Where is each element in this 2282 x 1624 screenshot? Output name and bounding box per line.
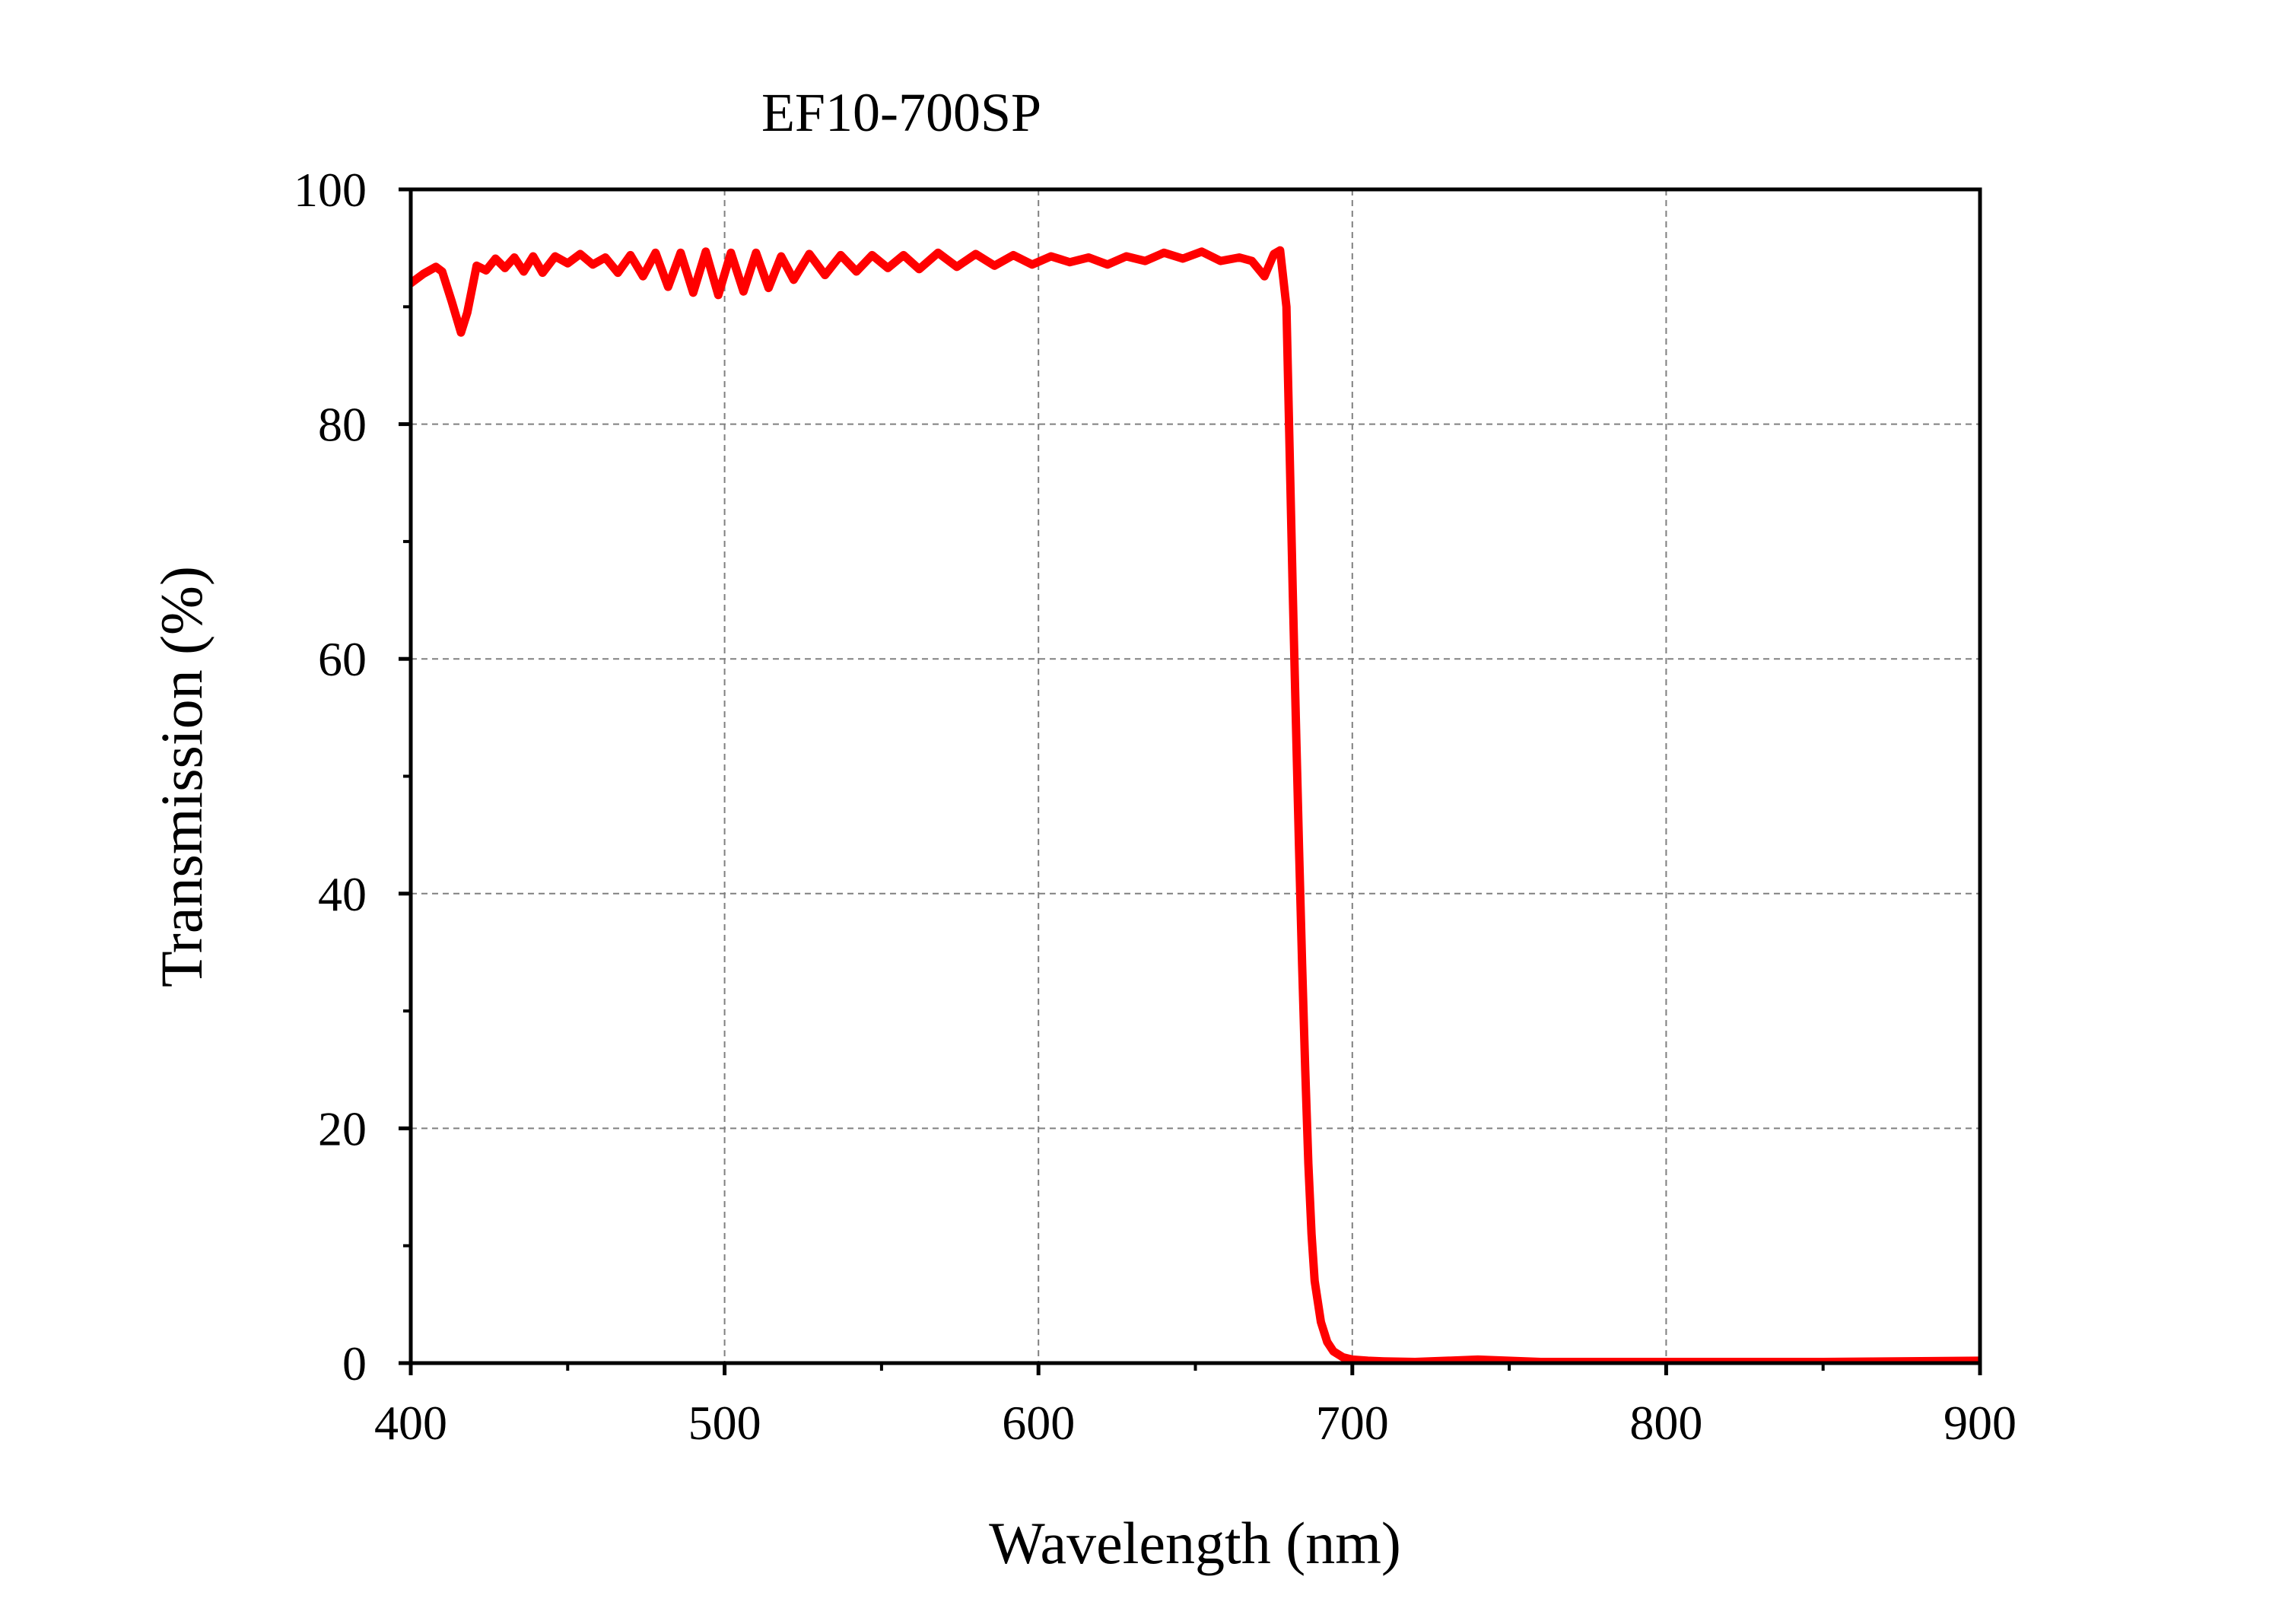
y-axis: 0 20 40 60 80 100 (294, 163, 411, 1390)
x-tick-label: 800 (1629, 1396, 1702, 1450)
plot-area (411, 246, 1980, 1363)
y-axis-label: Transmission (%) (148, 566, 215, 987)
x-tick-label: 900 (1944, 1396, 2017, 1450)
series-line-transmission (411, 246, 1980, 1363)
x-tick-label: 500 (688, 1396, 761, 1450)
x-axis-label: Wavelength (nm) (989, 1510, 1401, 1576)
x-tick-label: 600 (1002, 1396, 1075, 1450)
y-tick-label: 0 (342, 1336, 367, 1390)
y-tick-label: 20 (318, 1101, 367, 1155)
x-tick-label: 700 (1316, 1396, 1389, 1450)
chart-title: EF10-700SP (761, 82, 1041, 143)
x-axis: 400 500 600 700 800 900 (374, 1363, 2017, 1450)
y-tick-label: 100 (294, 163, 367, 217)
y-tick-label: 40 (318, 867, 367, 921)
x-tick-label: 400 (374, 1396, 447, 1450)
y-tick-label: 80 (318, 398, 367, 452)
grid (411, 189, 1980, 1363)
y-tick-label: 60 (318, 632, 367, 686)
